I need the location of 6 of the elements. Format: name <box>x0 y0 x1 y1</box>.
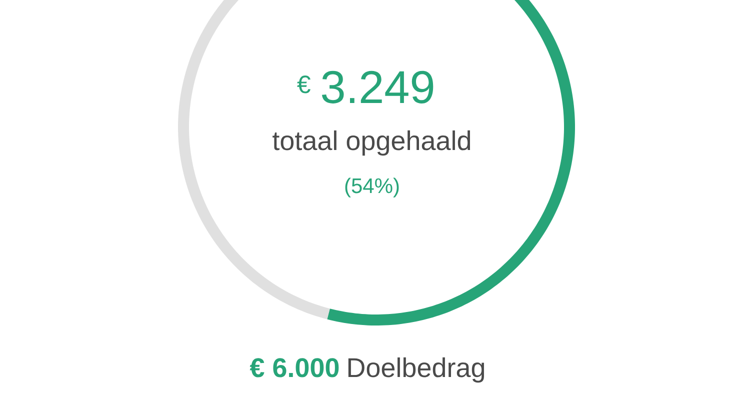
text: 3.249 <box>322 70 434 104</box>
text: € 6.000 <box>250 358 339 378</box>
text: totaal opgehaald <box>272 130 470 156</box>
text: Doelbedrag <box>348 357 484 383</box>
text: (54%) <box>345 178 399 198</box>
text: € <box>297 76 310 94</box>
